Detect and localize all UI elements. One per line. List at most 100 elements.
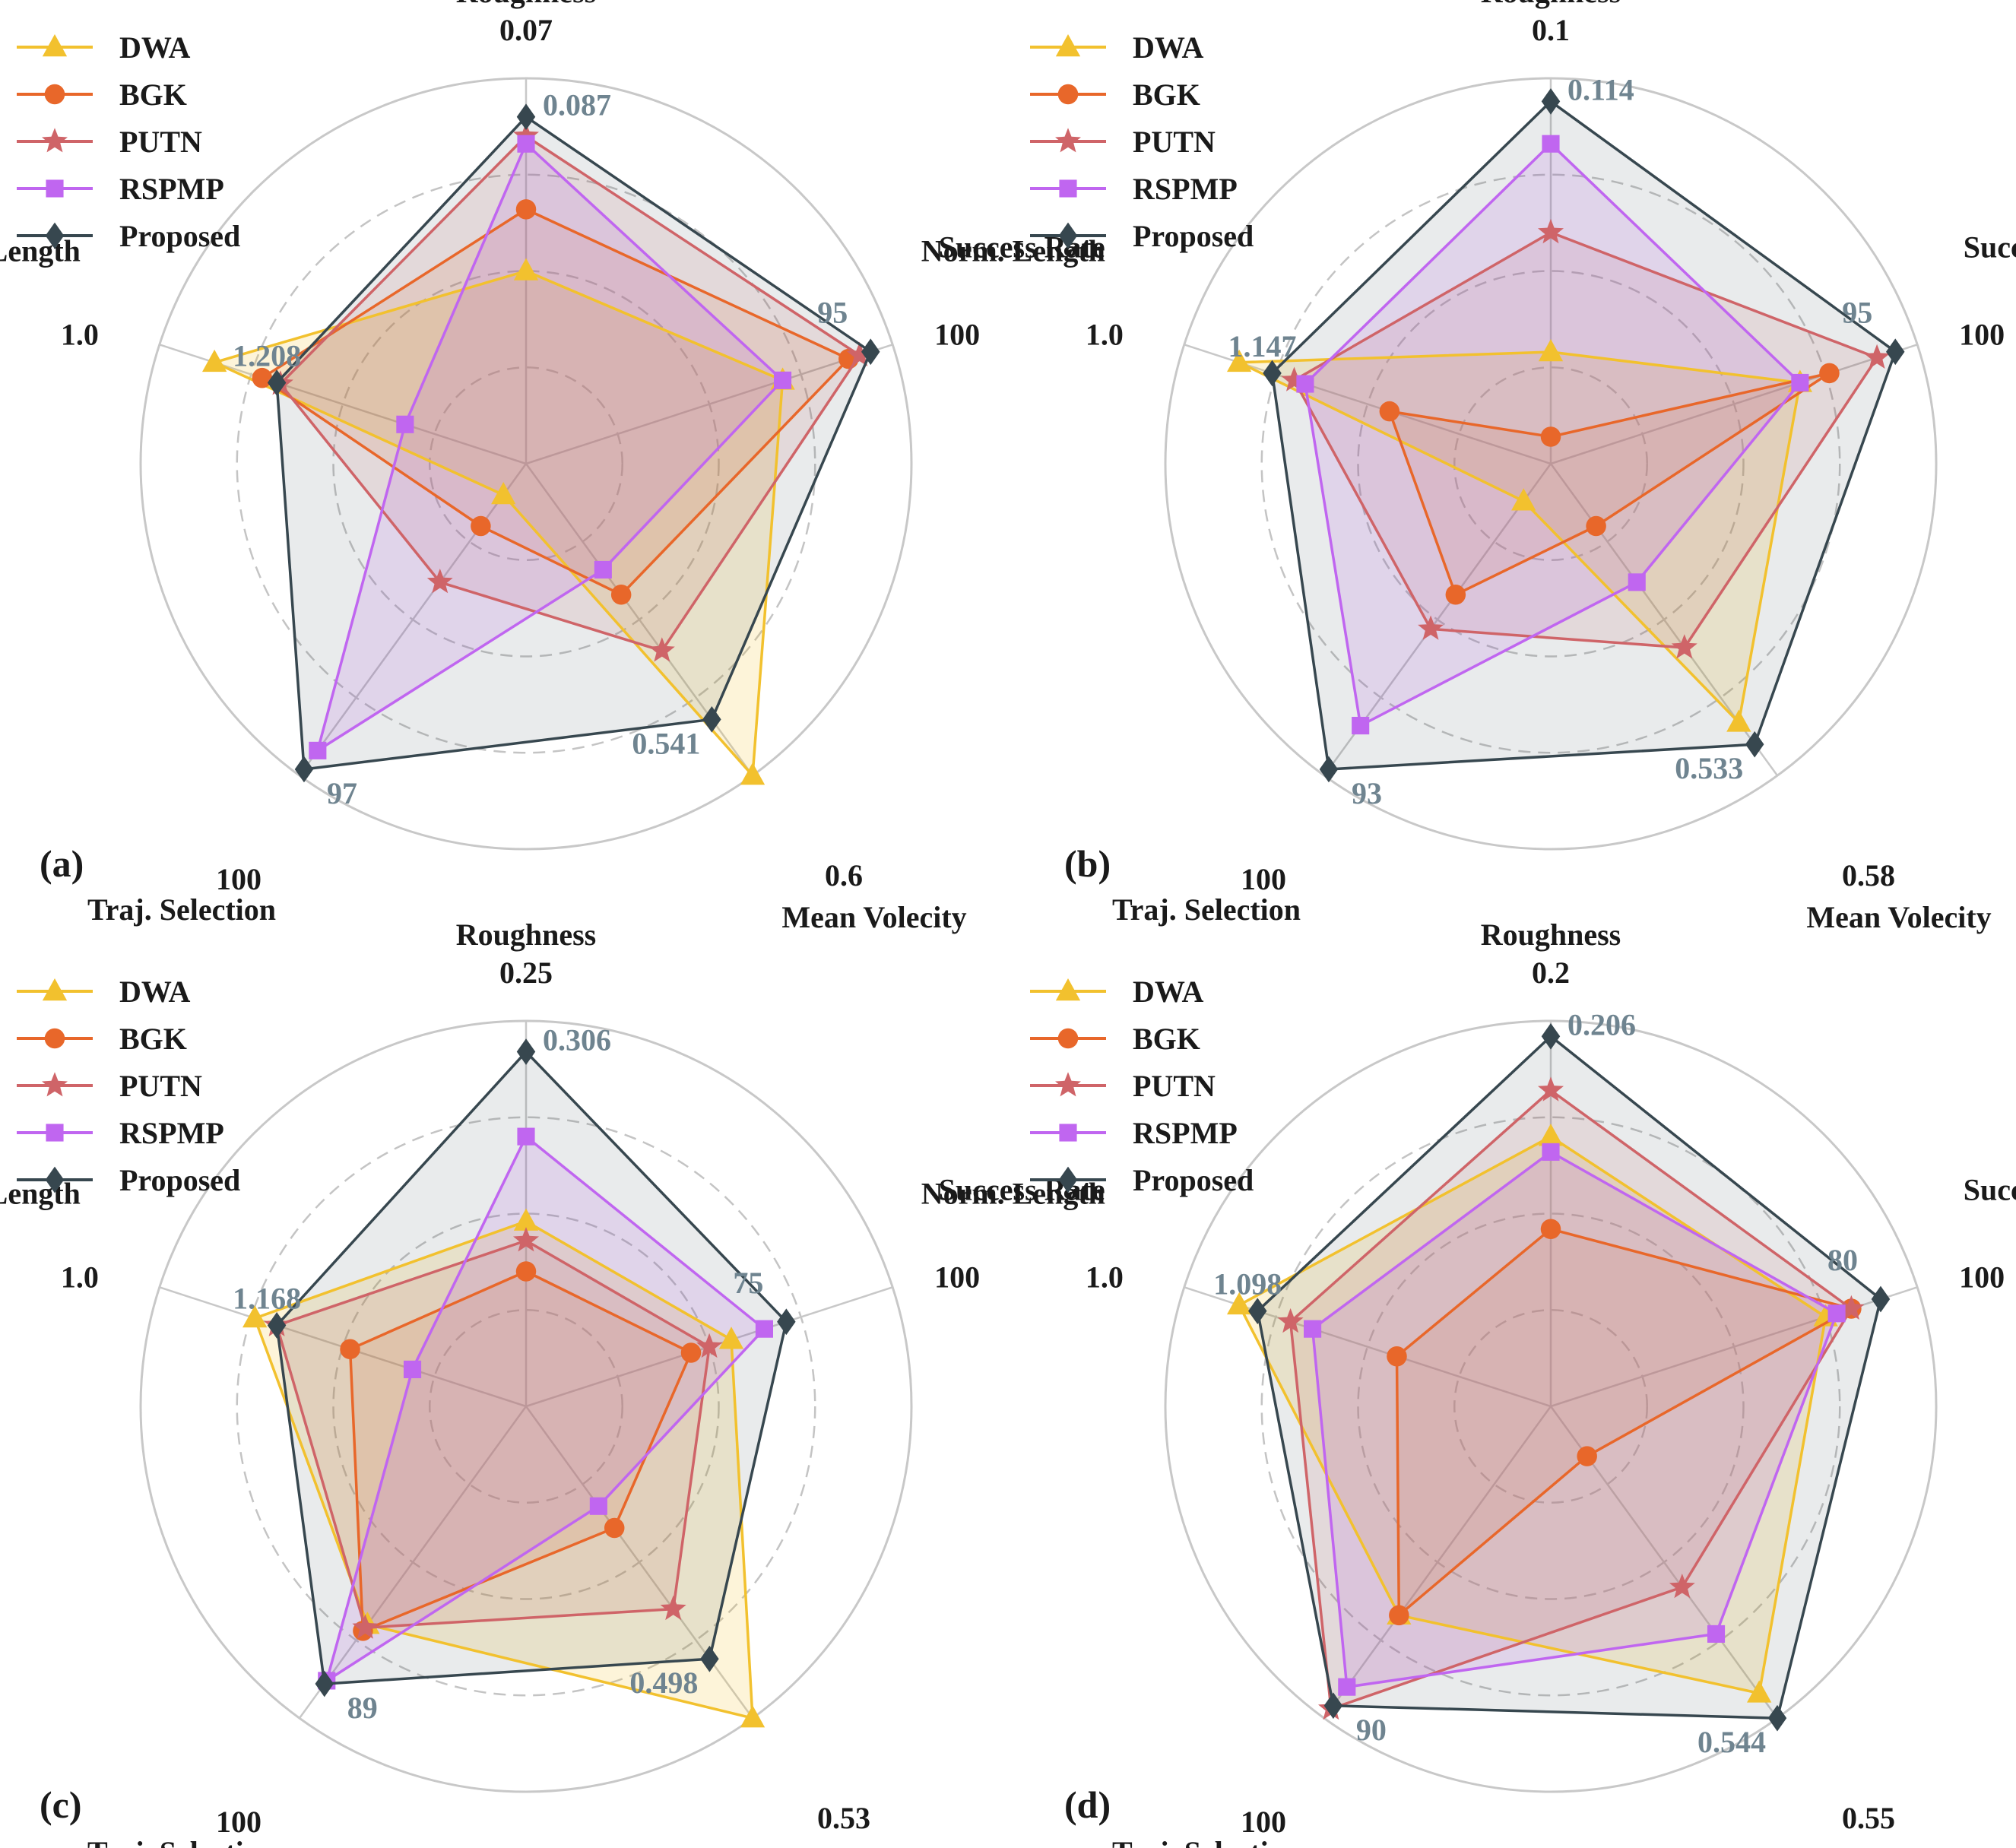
series-line-proposed <box>1256 1035 1882 1720</box>
axis-max-label: 0.07 <box>499 13 553 47</box>
data-point-bgk-mean-volecity <box>1577 1446 1597 1466</box>
legend-marker-proposed <box>1058 222 1078 249</box>
data-point-dwa-roughness <box>1538 1124 1564 1146</box>
data-point-dwa-roughness <box>1538 338 1564 362</box>
legend-marker-rspmp <box>46 1124 64 1142</box>
series-area-proposed <box>1257 1036 1881 1719</box>
legend-item-proposed: Proposed <box>1030 1163 1254 1197</box>
axis-labels: Roughness 0.25 0.306 Success Rate 100 75 Mean … <box>0 918 1105 1848</box>
legend-item-putn: PUTN <box>1030 1069 1216 1103</box>
legend-item-dwa: DWA <box>1030 975 1203 1009</box>
data-point-rspmp-roughness <box>517 1127 535 1146</box>
data-point-rspmp-mean-volecity <box>594 560 612 579</box>
axis-name-success-rate: Success Rate <box>939 1172 1105 1206</box>
best-value-label: 0.087 <box>543 88 611 122</box>
axis-max-label: 0.53 <box>817 1801 870 1835</box>
grid-ring <box>1260 1116 1841 1697</box>
legend-label: BGK <box>1133 78 1200 112</box>
data-point-putn-success-rate <box>1838 1295 1865 1320</box>
data-point-proposed-roughness <box>1541 88 1561 115</box>
data-point-putn-roughness <box>1538 218 1564 244</box>
axis-max-label: 0.1 <box>1532 13 1570 47</box>
legend-item-bgk: BGK <box>1030 78 1200 112</box>
legend-marker-proposed <box>45 222 65 249</box>
data-point-rspmp-traj-selection <box>1338 1678 1356 1696</box>
panel-label: (a) <box>40 842 84 885</box>
data-point-dwa-mean-volecity <box>740 1705 766 1728</box>
axis-max-label: 100 <box>1241 862 1286 896</box>
data-point-putn-mean-volecity <box>660 1595 686 1621</box>
series-area-putn <box>280 136 860 651</box>
series-line-putn <box>1292 231 1878 649</box>
best-value-label: 0.206 <box>1567 1007 1636 1041</box>
legend-item-proposed: Proposed <box>17 219 240 253</box>
grid-ring <box>1357 1212 1745 1600</box>
radar-series-group <box>242 1038 796 1728</box>
legend-marker-putn <box>1055 1072 1081 1097</box>
axis-name-traj-selection: Traj. Selection <box>87 892 276 927</box>
data-point-putn-mean-volecity <box>648 637 675 662</box>
axis-name-traj-selection: Traj. Selection <box>1112 892 1301 927</box>
axis-max-label: 100 <box>934 1260 980 1294</box>
axis-max-label: 1.0 <box>61 317 99 351</box>
data-point-dwa-norm-length <box>201 349 227 372</box>
axis-name-traj-selection: Traj. Selection <box>87 1835 276 1848</box>
grid-ring <box>332 1212 720 1600</box>
grid-ring <box>1260 173 1841 754</box>
axis-name-mean-volecity: Mean Volecity <box>781 1843 966 1848</box>
legend-marker-rspmp <box>46 179 64 198</box>
legend-item-rspmp: RSPMP <box>17 172 224 206</box>
data-point-proposed-roughness <box>516 103 536 131</box>
data-point-proposed-mean-volecity <box>702 706 721 733</box>
data-point-rspmp-norm-length <box>396 415 414 433</box>
best-value-label: 1.147 <box>1228 329 1297 363</box>
series-area-bgk <box>1389 372 1830 595</box>
data-point-bgk-mean-volecity <box>604 1517 625 1539</box>
axis-max-label: 100 <box>216 862 262 896</box>
panel-label: (c) <box>40 1783 82 1826</box>
radar-grid <box>1164 77 1938 851</box>
data-point-putn-roughness <box>1538 1076 1564 1102</box>
axis-max-label: 100 <box>1959 317 2005 351</box>
legend-item-bgk: BGK <box>17 1022 187 1056</box>
legend-item-proposed: Proposed <box>1030 219 1254 253</box>
axis-max-label: 0.25 <box>499 956 553 990</box>
axis-max-label: 0.2 <box>1532 956 1570 990</box>
data-point-bgk-roughness <box>1540 1219 1561 1240</box>
legend-label: Proposed <box>119 219 240 253</box>
axis-spoke-success-rate <box>1550 344 1918 465</box>
data-point-proposed-success-rate <box>861 338 880 366</box>
legend-label: PUTN <box>1133 1069 1216 1103</box>
legend-item-putn: PUTN <box>17 1069 202 1103</box>
data-point-putn-mean-volecity <box>1669 1574 1695 1599</box>
legend-marker-dwa <box>1055 978 1081 1001</box>
legend-marker-putn <box>1055 128 1081 153</box>
legend-label: DWA <box>119 30 190 65</box>
data-point-rspmp-norm-length <box>403 1360 422 1378</box>
legend-item-putn: PUTN <box>17 125 202 159</box>
radar-grid <box>139 77 913 851</box>
legend-label: BGK <box>119 1022 187 1056</box>
best-value-label: 95 <box>817 296 848 330</box>
grid-ring <box>1357 270 1745 658</box>
axis-spoke-traj-selection <box>298 463 528 776</box>
data-point-rspmp-roughness <box>1542 135 1560 153</box>
data-point-dwa-traj-selection <box>1511 488 1536 511</box>
series-area-dwa <box>1239 352 1800 723</box>
axis-spoke-mean-volecity <box>525 1406 754 1719</box>
series-line-dwa <box>253 1219 754 1720</box>
axis-labels: Roughness 0.2 0.206 Success Rate 100 80 Mean V… <box>921 918 2016 1848</box>
data-point-rspmp-roughness <box>1542 1143 1560 1161</box>
legend-label: BGK <box>1133 1022 1200 1056</box>
radar-chart-b: Roughness 0.1 0.114 Success Rate 100 95 Mean V… <box>921 0 2016 934</box>
series-line-rspmp <box>1311 1150 1838 1688</box>
data-point-proposed-success-rate <box>1886 338 1905 366</box>
data-point-dwa-norm-length <box>242 1305 268 1328</box>
axis-spoke-traj-selection <box>1323 1406 1552 1719</box>
best-value-label: 97 <box>327 776 357 810</box>
best-value-label: 80 <box>1827 1243 1858 1277</box>
axis-name-norm-length: Norm. Length <box>921 1176 1105 1210</box>
axis-max-label: 1.0 <box>61 1260 99 1294</box>
axis-spoke-success-rate <box>525 344 893 465</box>
